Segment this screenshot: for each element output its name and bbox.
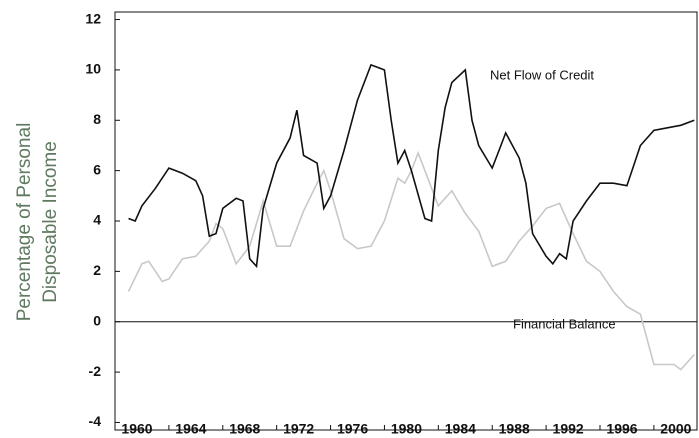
x-tick-label: 1996: [606, 421, 637, 437]
x-tick-label: 1976: [337, 421, 368, 437]
x-tick-label: 1988: [499, 421, 530, 437]
y-tick-label: 10: [85, 61, 101, 77]
y-tick-label: 0: [93, 312, 101, 328]
annotation: Financial Balance: [513, 316, 616, 331]
y-tick-label: 2: [93, 262, 101, 278]
plot-frame: [114, 11, 698, 431]
series-line: [127, 150, 695, 371]
y-tick-label: 4: [93, 212, 101, 228]
x-tick-label: 1972: [283, 421, 314, 437]
y-axis-title-line: Percentage of Personal: [14, 123, 35, 322]
y-tick-label: 6: [93, 161, 101, 177]
x-tick-label: 1984: [445, 421, 476, 437]
annotation: Net Flow of Credit: [490, 67, 594, 82]
series-line: [128, 63, 695, 269]
y-axis-title: Percentage of Personal Disposable Income: [14, 123, 61, 322]
y-tick-label: 12: [85, 10, 101, 26]
y-tick-label: 8: [93, 111, 101, 127]
x-tick-label: 1980: [391, 421, 422, 437]
y-axis-title-line: Disposable Income: [40, 141, 61, 303]
x-tick-label: 1964: [175, 421, 206, 437]
x-tick-label: 1960: [121, 421, 152, 437]
y-tick-label: -4: [89, 413, 102, 429]
y-tick-label: -2: [89, 363, 102, 379]
x-tick-label: 2000: [660, 421, 691, 437]
x-tick-label: 1968: [229, 421, 260, 437]
x-tick-label: 1992: [553, 421, 584, 437]
